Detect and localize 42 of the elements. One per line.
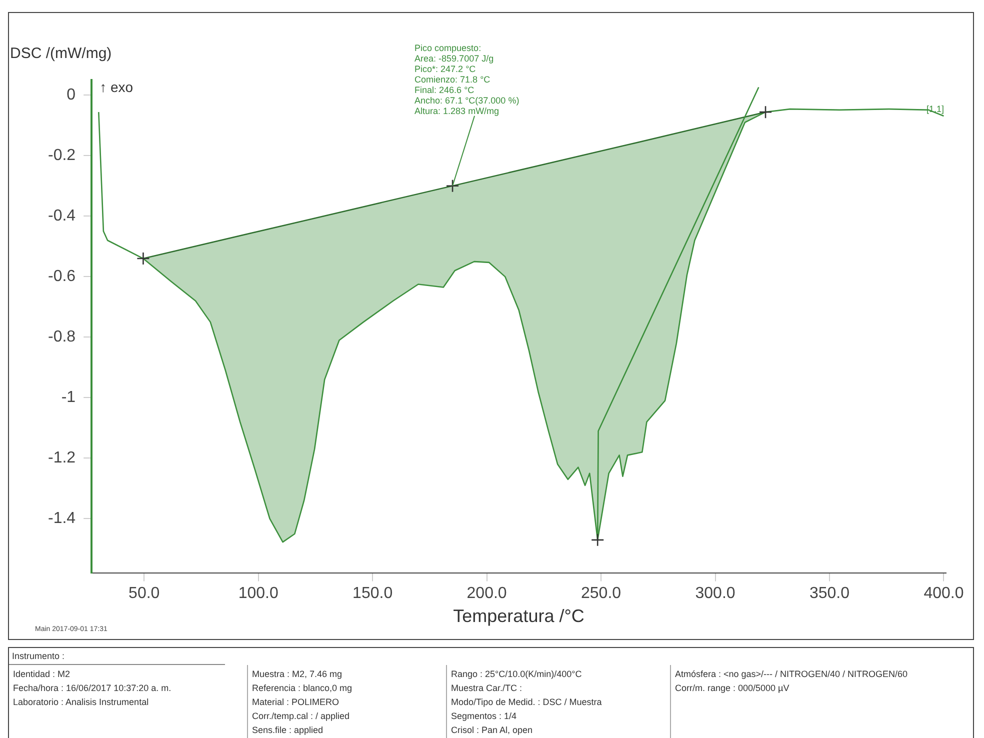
text: Atmósfera : <no gas>/--- / NITROGEN/40 / NITROGEN/60 [675,668,909,681]
x-tick-label: 250.0 [581,585,622,602]
text: Corr./temp.cal : / applied [252,710,351,723]
annotation: ↑ exo [100,79,134,95]
text: Sens.file : applied [252,724,324,737]
text: Muestra : M2, 7.46 mg [252,668,344,681]
y-tick-label: -1.2 [48,450,76,467]
x-tick-label: 300.0 [695,585,736,602]
x-tick-label: 350.0 [809,585,850,602]
x-tick-label: 50.0 [128,585,160,602]
x-tick-label: 150.0 [352,585,393,602]
text: Pico*: 247.2 °C [414,64,476,74]
y-tick-label: -0.2 [48,147,76,164]
text: Identidad : M2 [13,668,72,681]
x-tick-label: 100.0 [238,585,278,602]
text: Instrumento : [12,649,222,663]
text: Referencia : blanco,0 mg [252,682,354,695]
text: Muestra Car./TC : [451,682,524,695]
text: Corr/m. range : 000/5000 µV [675,682,790,695]
text: Crisol : Pan Al, open [451,724,534,737]
y-tick-label: -1.4 [48,510,76,528]
annotation: Final: 246.6 °C [414,84,475,95]
y-tick-label: -0.4 [48,208,76,225]
annotation: Altura: 1.283 mW/mg [414,106,500,116]
text: Material : POLIMERO [252,696,340,709]
text: Modo/Tipo de Medid. : DSC / Muestra [451,696,603,709]
y-axis-title: DSC /(mW/mg) [10,45,112,62]
x-tick-label: 200.0 [466,585,507,602]
text: Area: -859.7007 J/g [414,53,494,64]
annotation: Ancho: 67.1 °C(37.000 %) [414,95,520,106]
text: Pico compuesto: [414,42,482,53]
y-tick-label: -0.6 [48,268,76,286]
text: Rango : 25°C/10.0(K/min)/400°C [451,668,583,681]
text: Fecha/hora : 16/06/2017 10:37:20 a. m. [13,682,172,695]
annotation: Comienzo: 71.8 °C [414,74,491,84]
x-axis-title: Temperatura /°C [453,606,584,626]
text: Segmentos : 1/4 [451,710,518,723]
x-tick-label: 400.0 [924,585,964,602]
y-tick-label: -0.8 [48,328,76,346]
y-tick-label: 0 [66,86,76,104]
y-tick-label: -1 [61,389,76,406]
text: Laboratorio : Analisis Instrumental [13,696,150,709]
